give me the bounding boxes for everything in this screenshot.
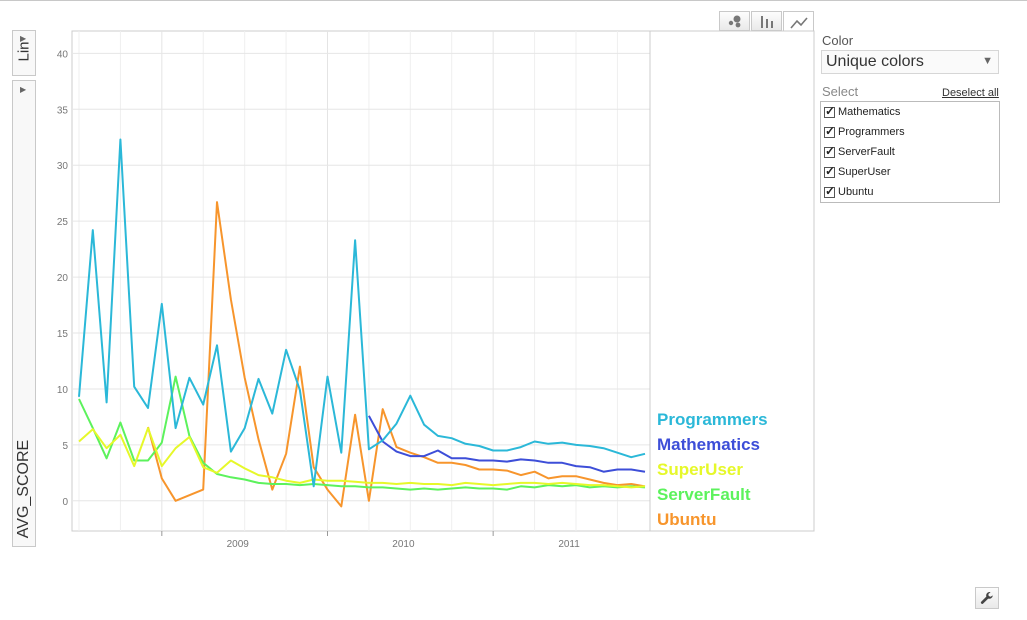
y-tick-label: 15 [57, 329, 69, 340]
top-divider [0, 0, 1027, 1]
line-chart-icon [789, 16, 808, 29]
y-tick-label: 20 [57, 273, 69, 284]
deselect-all-link[interactable]: Deselect all [942, 87, 999, 99]
y-metric-selector[interactable]: ▶ AVG_SCORE [12, 80, 36, 547]
settings-button[interactable] [975, 587, 999, 609]
legend-label-serverfault: ServerFault [657, 485, 751, 504]
legend-label-ubuntu: Ubuntu [657, 510, 716, 529]
chart-frame [71, 30, 815, 532]
checkbox-checked-icon[interactable] [824, 144, 835, 158]
series-line-ubuntu [147, 201, 646, 508]
select-label: Select [822, 84, 859, 99]
x-tick-label: 2011 [558, 539, 580, 550]
series-line-programmers [78, 138, 646, 488]
series-select-list: Mathematics Programmers ServerFault Supe… [820, 101, 1000, 203]
select-item-programmers[interactable]: Programmers [824, 123, 905, 141]
checkbox-checked-icon[interactable] [824, 184, 835, 198]
legend-label-programmers: Programmers [657, 410, 768, 429]
color-dropdown-value: Unique colors [826, 53, 924, 70]
series-line-mathematics [368, 415, 646, 473]
y-scale-toggle[interactable]: ▶ Lin [12, 30, 36, 76]
select-item-ubuntu[interactable]: Ubuntu [824, 183, 873, 201]
series-line-serverfault [78, 375, 646, 491]
select-item-superuser[interactable]: SuperUser [824, 163, 891, 181]
y-tick-label: 0 [62, 497, 68, 508]
select-item-mathematics[interactable]: Mathematics [824, 103, 900, 121]
color-dropdown[interactable]: Unique colors ▼ [821, 50, 999, 74]
checkbox-checked-icon[interactable] [824, 104, 835, 118]
select-item-label: Ubuntu [838, 186, 874, 198]
y-tick-label: 5 [62, 441, 68, 452]
bubble-view-button[interactable] [719, 11, 750, 31]
series-line-superuser [78, 427, 646, 489]
legend-label-mathematics: Mathematics [657, 435, 760, 454]
line-view-button[interactable] [783, 11, 814, 33]
checkbox-checked-icon[interactable] [824, 124, 835, 138]
y-tick-label: 40 [57, 49, 69, 60]
y-tick-label: 10 [57, 385, 69, 396]
select-item-label: SuperUser [838, 166, 891, 178]
bar-chart-icon [760, 16, 773, 28]
expand-arrow-icon: ▶ [20, 34, 27, 43]
view-switcher [719, 11, 815, 33]
y-tick-label: 30 [57, 161, 69, 172]
x-tick-label: 2010 [392, 539, 415, 550]
select-item-serverfault[interactable]: ServerFault [824, 143, 895, 161]
y-tick-label: 35 [57, 105, 69, 116]
chevron-down-icon: ▼ [982, 55, 993, 67]
bubble-chart-icon [728, 15, 740, 28]
wrench-icon [980, 592, 993, 604]
y-tick-label: 25 [57, 217, 69, 228]
select-item-label: Mathematics [838, 106, 901, 118]
color-label: Color [822, 33, 854, 48]
legend-label-superuser: SuperUser [657, 460, 743, 479]
checkbox-checked-icon[interactable] [824, 164, 835, 178]
x-tick-label: 2009 [227, 539, 250, 550]
select-item-label: Programmers [838, 126, 905, 138]
expand-arrow-icon: ▶ [20, 85, 27, 94]
line-chart: 2009 2010 2011 0 5 10 15 20 25 30 35 40 Programmers M… [57, 30, 815, 550]
select-item-label: ServerFault [838, 146, 895, 158]
